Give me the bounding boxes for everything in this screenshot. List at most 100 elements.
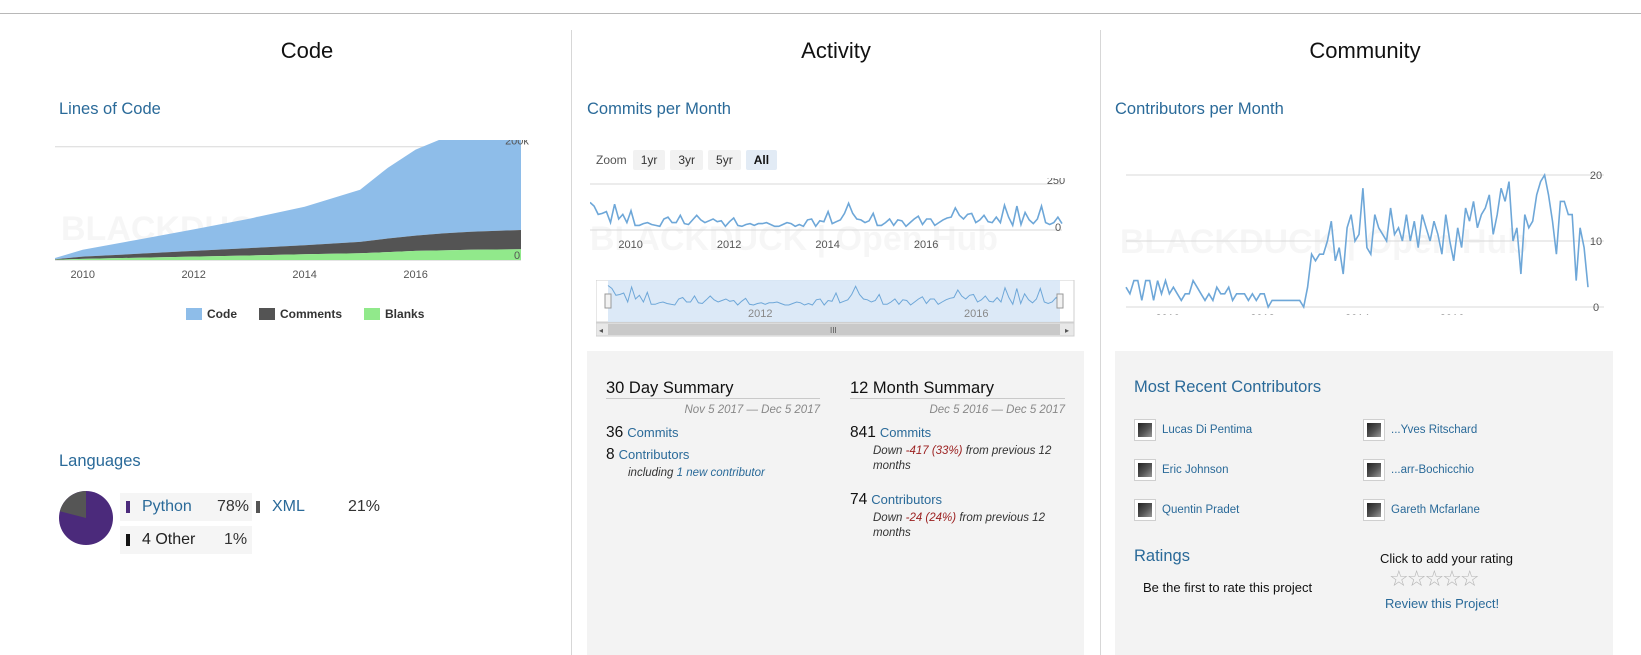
contributor-entry: Eric Johnson	[1134, 459, 1228, 481]
ratings-title: Ratings	[1134, 547, 1190, 565]
avatar-image	[1367, 463, 1381, 477]
zoom-3yr-button[interactable]: 3yr	[670, 150, 704, 170]
contributor-entry: Quentin Pradet	[1134, 499, 1239, 521]
language-cell-bg	[120, 526, 252, 554]
avatar[interactable]	[1134, 419, 1156, 441]
avatar[interactable]	[1363, 499, 1385, 521]
navigator-scrollbar-thumb[interactable]	[608, 324, 1060, 335]
language-row-other: 4 Other 1%	[126, 527, 247, 553]
avatar[interactable]	[1134, 499, 1156, 521]
summary-12-commits-link[interactable]: Commits	[879, 425, 932, 440]
rating-stars[interactable]: ☆☆☆☆☆	[1389, 566, 1480, 591]
summary-30-commits: 36 Commits	[606, 424, 679, 442]
pie-slice-xml	[59, 491, 86, 518]
legend-item-comments[interactable]: Comments	[259, 307, 342, 321]
scroll-right-arrow-icon[interactable]: ▸	[1065, 326, 1069, 335]
first-to-rate-text: Be the first to rate this project	[1143, 580, 1313, 595]
activity-column-title: Activity	[801, 38, 871, 63]
language-cell-bg	[120, 493, 252, 521]
legend-item-code[interactable]: Code	[186, 307, 237, 321]
legend-swatch	[186, 308, 202, 320]
avatar[interactable]	[1363, 459, 1385, 481]
navigator-label: 2012	[748, 308, 772, 320]
contributors-series-line	[1125, 172, 1589, 310]
commits-per-month-title[interactable]: Commits per Month	[587, 100, 731, 118]
x-tick-label: 2016	[403, 269, 427, 281]
legend-label: Code	[207, 307, 237, 321]
languages-title[interactable]: Languages	[59, 452, 141, 470]
y-tick-label: 0	[1055, 222, 1061, 234]
contributor-link[interactable]: Gareth Mcfarlane	[1391, 504, 1480, 516]
click-to-rate-text: Click to add your rating	[1380, 551, 1513, 566]
top-divider	[0, 13, 1641, 14]
navigator-left-handle[interactable]	[604, 293, 612, 309]
contributor-link[interactable]: Lucas Di Pentima	[1162, 424, 1253, 436]
contributor-entry: ...arr-Bochicchio	[1363, 459, 1474, 481]
x-tick-label: 2014	[815, 239, 839, 251]
summary-12-title: 12 Month Summary	[850, 379, 994, 397]
legend-item-blanks[interactable]: Blanks	[364, 307, 424, 321]
area-comments	[55, 230, 521, 260]
avatar[interactable]	[1363, 419, 1385, 441]
summary-12-commits: 841 Commits	[850, 424, 931, 442]
zoom-all-button[interactable]: All	[745, 150, 778, 170]
avatar-image	[1138, 503, 1152, 517]
column-divider	[1100, 30, 1101, 655]
trend-suffix: from previous 12 months	[873, 512, 1045, 539]
avatar-image	[1367, 423, 1381, 437]
x-tick-label: 2016	[1440, 313, 1464, 315]
avatar-image	[1367, 503, 1381, 517]
note-text: including	[628, 467, 674, 479]
language-link-xml[interactable]: XML	[272, 498, 305, 515]
navigator-selection[interactable]	[608, 280, 1060, 322]
summary-12-contributors-link[interactable]: Contributors	[871, 492, 943, 507]
scroll-left-arrow-icon[interactable]: ◂	[599, 326, 603, 335]
language-color-bar	[126, 534, 130, 546]
lines-of-code-title[interactable]: Lines of Code	[59, 100, 161, 118]
watermark: BLACKDUCK | Open Hub	[1120, 223, 1528, 261]
scrollbar-grip-icon: III	[830, 326, 837, 335]
contributor-link[interactable]: Eric Johnson	[1162, 464, 1229, 476]
zoom-1yr-button[interactable]: 1yr	[632, 150, 666, 170]
stat-number: 8	[606, 446, 615, 463]
x-tick-label: 2012	[717, 239, 741, 251]
most-recent-contributors-title[interactable]: Most Recent Contributors	[1134, 378, 1322, 396]
summary-30-contributors-link[interactable]: Contributors	[618, 447, 690, 462]
zoom-5yr-button[interactable]: 5yr	[708, 150, 741, 170]
contributor-link[interactable]: ...arr-Bochicchio	[1391, 464, 1475, 476]
x-tick-label: 2012	[181, 269, 205, 281]
avatar-image	[1138, 423, 1152, 437]
x-tick-label: 2012	[1250, 313, 1274, 315]
language-percent: 78%	[217, 498, 250, 515]
code-column-title: Code	[280, 38, 334, 63]
summary-30-commits-link[interactable]: Commits	[627, 425, 679, 440]
legend-swatch	[259, 308, 275, 320]
summary-12-contributors-trend: Down -24 (24%) from previous 12 months	[873, 511, 1073, 541]
contributor-link[interactable]: Quentin Pradet	[1162, 504, 1240, 516]
y-tick-label: 20	[1590, 170, 1602, 182]
legend-swatch	[364, 308, 381, 320]
summary-underline	[850, 398, 1065, 399]
summary-30-contributors: 8 Contributors	[606, 446, 689, 464]
contributors-per-month-title[interactable]: Contributors per Month	[1115, 100, 1284, 118]
review-project-link[interactable]: Review this Project!	[1385, 596, 1500, 611]
summary-12-dates: Dec 5 2016 — Dec 5 2017	[929, 404, 1065, 416]
loc-legend: Code Comments Blanks	[186, 307, 446, 321]
stat-number: 841	[850, 424, 876, 441]
new-contributor-link[interactable]: 1 new contributor	[676, 467, 765, 479]
commits-per-month-chart: BLACKDUCK | Open Hub 2010 2012 2014 2016250…	[590, 178, 1065, 251]
community-column-title: Community	[1309, 38, 1421, 63]
x-tick-label: 2010	[1155, 313, 1179, 315]
navigator-right-handle[interactable]	[1056, 293, 1064, 309]
commits-navigator[interactable]: 2012 2016 III ◂ ▸	[596, 280, 1076, 338]
avatar-image	[1138, 463, 1152, 477]
x-tick-label: 2014	[1345, 313, 1369, 315]
language-link-python[interactable]: Python	[142, 498, 192, 515]
x-tick-label: 2016	[914, 239, 938, 251]
language-row-python: Python 78%	[126, 494, 249, 520]
contributors-per-month-chart: BLACKDUCK | Open Hub 2010 2012 2014 2016 0 10…	[1120, 170, 1604, 315]
trend-suffix: from previous 12 months	[873, 445, 1052, 472]
avatar[interactable]	[1134, 459, 1156, 481]
contributor-link[interactable]: ...Yves Ritschard	[1391, 424, 1478, 436]
navigator-series-line	[607, 285, 1061, 306]
